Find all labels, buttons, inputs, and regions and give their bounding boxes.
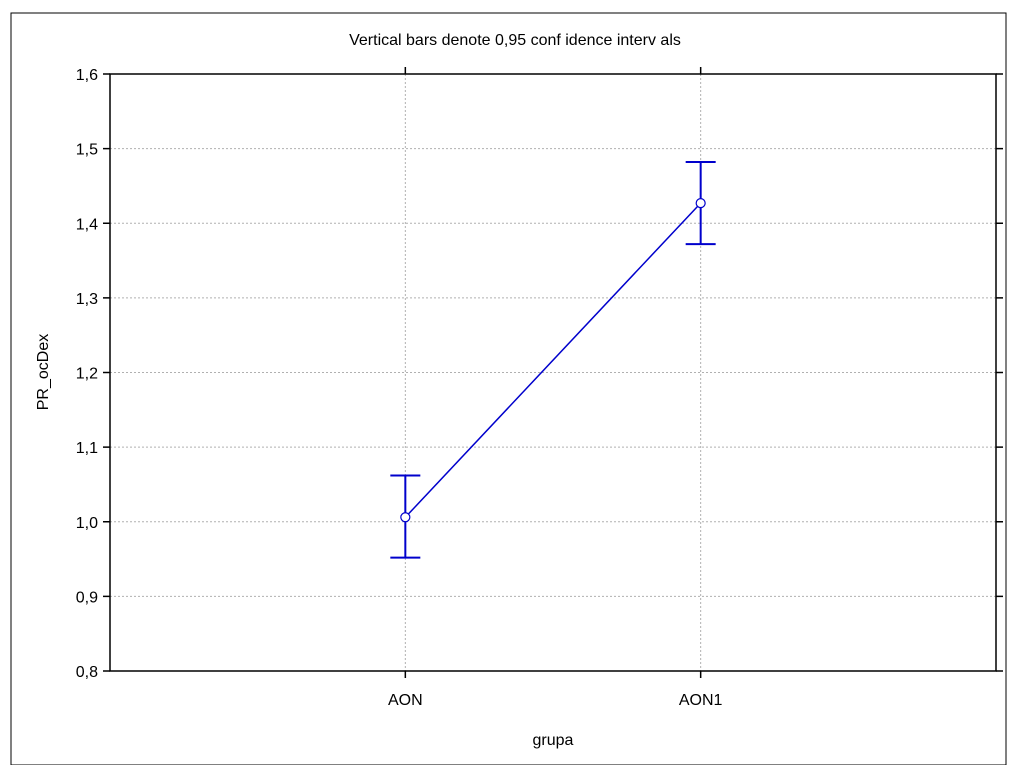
- x-axis-label: grupa: [533, 732, 574, 749]
- y-tick-label: 1,4: [76, 216, 98, 233]
- y-axis-ticks: 0,8 0,9 1,0 1,1 1,2 1,3 1,4 1,5 1,6: [76, 67, 1003, 681]
- series-layer: [390, 161, 716, 559]
- series-line: [404, 202, 702, 518]
- y-tick-label: 1,3: [76, 291, 98, 308]
- y-tick-label: 1,0: [76, 515, 98, 532]
- x-tick-label: AON: [388, 692, 423, 709]
- y-tick-label: 1,2: [76, 366, 98, 383]
- chart-title: Vertical bars denote 0,95 conf idence in…: [349, 32, 681, 49]
- y-tick-label: 0,8: [76, 664, 98, 681]
- y-axis-label: PR_ocDex: [35, 334, 52, 410]
- grid-lines: [110, 74, 996, 671]
- y-tick-label: 0,9: [76, 589, 98, 606]
- plot-area: [110, 74, 996, 671]
- y-tick-label: 1,5: [76, 142, 98, 159]
- x-axis-ticks: AON AON1: [388, 67, 723, 709]
- y-tick-label: 1,1: [76, 440, 98, 457]
- mean-point: [400, 512, 411, 523]
- y-tick-label: 1,6: [76, 67, 98, 84]
- mean-point: [695, 198, 706, 209]
- x-tick-label: AON1: [679, 692, 723, 709]
